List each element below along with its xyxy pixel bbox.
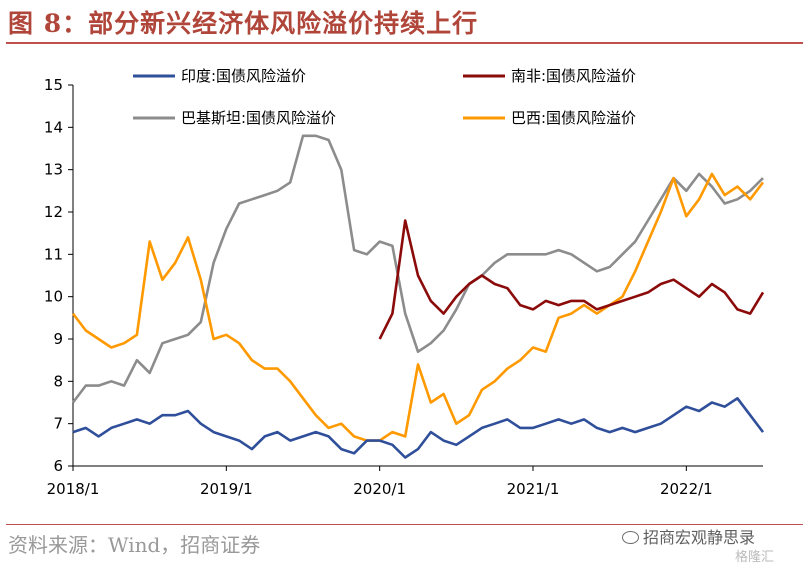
y-tick-label: 15 bbox=[44, 76, 63, 94]
x-tick-label: 2018/1 bbox=[47, 480, 100, 498]
x-tick-label: 2022/1 bbox=[660, 480, 713, 498]
y-tick-label: 7 bbox=[53, 415, 63, 433]
chart-title: 图 8：部分新兴经济体风险溢价持续上行 bbox=[8, 9, 479, 38]
title-divider bbox=[6, 42, 803, 44]
footer-divider bbox=[6, 524, 803, 525]
legend-label: 南非:国债风险溢价 bbox=[511, 67, 636, 85]
y-tick-label: 14 bbox=[44, 118, 63, 136]
wechat-icon bbox=[622, 531, 639, 544]
legend-label: 巴西:国债风险溢价 bbox=[511, 109, 636, 127]
chart-axes: 6 7 8 9 10 11 12 13 14 15 2018/1 2019/1 2020/1 2021/1… bbox=[44, 76, 763, 498]
series-line bbox=[71, 134, 764, 404]
y-tick-label: 13 bbox=[44, 161, 63, 179]
series-line bbox=[72, 397, 765, 459]
x-tick-label: 2020/1 bbox=[353, 480, 406, 498]
y-tick-label: 6 bbox=[53, 457, 63, 475]
watermark-account: 招商宏观静思录 bbox=[622, 524, 755, 548]
chart-series bbox=[71, 134, 765, 459]
legend-label: 巴基斯坦:国债风险溢价 bbox=[181, 109, 336, 127]
y-tick-label: 8 bbox=[53, 372, 63, 390]
y-tick-label: 10 bbox=[44, 288, 63, 306]
watermark-account-text: 招商宏观静思录 bbox=[643, 528, 756, 547]
series-line bbox=[71, 172, 765, 442]
y-tick-label: 11 bbox=[44, 245, 63, 263]
legend-label: 印度:国债风险溢价 bbox=[181, 67, 306, 85]
watermark-site: 格隆汇 bbox=[735, 550, 775, 565]
x-tick-label: 2019/1 bbox=[200, 480, 253, 498]
y-tick-label: 12 bbox=[44, 203, 63, 221]
x-tick-label: 2021/1 bbox=[507, 480, 560, 498]
source-note: 资料来源：Wind，招商证券 bbox=[8, 533, 261, 557]
y-tick-label: 9 bbox=[53, 330, 63, 348]
series-line bbox=[378, 219, 765, 340]
chart-area: 6 7 8 9 10 11 12 13 14 15 2018/1 2019/1 2020/1 2021/1… bbox=[44, 67, 765, 498]
